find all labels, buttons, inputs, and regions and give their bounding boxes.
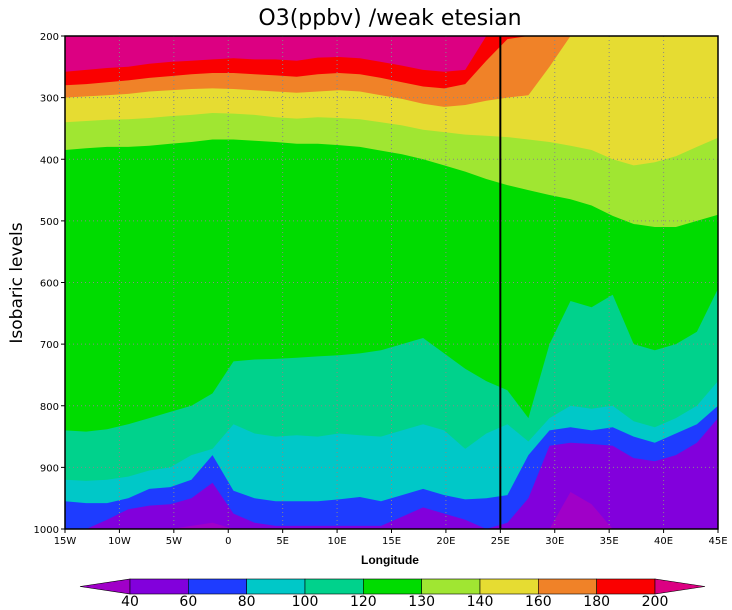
y-tick-label: 600: [40, 279, 59, 290]
y-tick-label: 200: [40, 32, 59, 43]
colorbar-label: 200: [642, 594, 669, 610]
y-tick-label: 300: [40, 94, 59, 105]
x-tick-label: 10E: [328, 536, 347, 547]
x-tick-label: 10W: [108, 536, 131, 547]
x-tick-label: 20E: [436, 536, 455, 547]
contour-bands: [65, 36, 718, 529]
colorbar-swatch: [421, 578, 481, 595]
colorbar-swatch: [246, 578, 306, 595]
colorbar-label: 140: [467, 594, 494, 610]
x-tick-label: 5E: [276, 536, 289, 547]
colorbar-label: 160: [525, 594, 552, 610]
x-tick-label: 35E: [600, 536, 619, 547]
grid-lines: [65, 36, 718, 529]
x-tick-label: 5W: [166, 536, 182, 547]
colorbar-label: 40: [121, 594, 139, 610]
colorbar-label: 130: [408, 594, 435, 610]
x-tick-label: 15E: [382, 536, 401, 547]
colorbar-label: 100: [292, 594, 319, 610]
colorbar-label: 60: [179, 594, 197, 610]
y-axis-ticks: 200 300 400 500 600 700 800 900 1000: [34, 32, 65, 536]
colorbar-label: 180: [583, 594, 610, 610]
colorbar-label: 120: [350, 594, 377, 610]
colorbar-swatch: [479, 578, 539, 595]
y-tick-label: 800: [40, 402, 59, 413]
colorbar-swatch: [188, 578, 247, 595]
x-tick-label: 15W: [54, 536, 77, 547]
x-tick-label: 30E: [545, 536, 564, 547]
x-axis-ticks: 15W 10W 5W 0 5E 10E 15E 20E 25E 30E 35E 40E 45E: [54, 529, 728, 547]
x-tick-label: 45E: [708, 536, 727, 547]
colorbar-swatch: [129, 578, 189, 595]
chart-title: O3(ppbv) /weak etesian: [258, 6, 521, 31]
y-tick-label: 400: [40, 155, 59, 166]
y-tick-label: 500: [40, 217, 59, 228]
x-tick-label: 0: [225, 536, 231, 547]
x-tick-label: 25E: [491, 536, 510, 547]
colorbar-swatch: [363, 578, 422, 595]
y-axis-label: Isobaric levels: [7, 222, 27, 343]
x-axis-label: Longitude: [361, 553, 419, 567]
y-tick-label: 1000: [34, 525, 59, 536]
colorbar-label: 80: [238, 594, 256, 610]
y-tick-label: 700: [40, 340, 59, 351]
x-tick-label: 40E: [654, 536, 673, 547]
colorbar-swatch: [304, 578, 364, 595]
colorbar-swatch: [538, 578, 597, 595]
band-below-60: [65, 418, 718, 529]
colorbar: 40 60 80 100 120 130 140 160 180 200: [79, 578, 706, 610]
colorbar-arrow-low: [79, 578, 131, 595]
colorbar-swatch: [596, 578, 656, 595]
colorbar-arrow-high: [654, 578, 706, 595]
y-tick-label: 900: [40, 463, 59, 474]
band-below-40: [65, 492, 718, 529]
